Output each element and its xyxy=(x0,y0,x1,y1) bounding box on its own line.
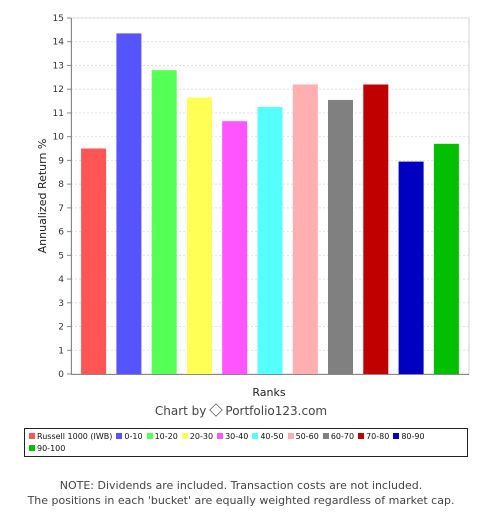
credit-brand: Portfolio123.com xyxy=(225,404,328,418)
legend-label: Russell 1000 (IWB) xyxy=(37,432,113,441)
y-tick-label: 6 xyxy=(58,228,64,238)
y-tick-label: 15 xyxy=(53,14,64,24)
x-axis-title: Ranks xyxy=(252,386,285,399)
y-tick-label: 1 xyxy=(58,346,64,356)
legend-item: 20-30 xyxy=(181,431,214,443)
y-tick-label: 2 xyxy=(58,323,64,333)
bar-50-60 xyxy=(292,84,318,374)
legend: Russell 1000 (IWB) 0-10 10-20 20-30 30-40 40-… xyxy=(24,428,468,457)
legend-item: 90-100 xyxy=(29,443,65,455)
bar-70-80 xyxy=(363,84,389,374)
y-tick-label: 3 xyxy=(58,299,64,309)
y-tick-label: 13 xyxy=(53,61,64,71)
y-tick-label: 5 xyxy=(58,251,64,261)
legend-label: 30-40 xyxy=(225,432,249,441)
legend-label: 70-80 xyxy=(366,432,390,441)
legend-swatch xyxy=(322,433,329,439)
y-tick-label: 0 xyxy=(58,370,64,380)
legend-item: 30-40 xyxy=(217,431,248,443)
bar-90-100 xyxy=(433,143,459,374)
legend-item: 80-90 xyxy=(393,431,425,443)
y-tick-label: 12 xyxy=(53,85,64,95)
bar-30-40 xyxy=(222,121,248,374)
legend-item: 40-50 xyxy=(252,431,284,443)
bar-10-20 xyxy=(151,70,177,374)
legend-swatch xyxy=(29,433,35,439)
legend-swatch xyxy=(393,433,400,439)
legend-item: 70-80 xyxy=(358,431,389,443)
bar-80-90 xyxy=(398,161,424,374)
legend-swatch xyxy=(287,433,294,439)
y-tick-label: 8 xyxy=(58,180,64,190)
y-tick-label: 9 xyxy=(58,156,64,166)
legend-label: 10-20 xyxy=(154,432,178,441)
bar-40-50 xyxy=(257,107,283,374)
footnote-line-2: The positions in each 'bucket' are equal… xyxy=(27,494,455,507)
legend-item: 50-60 xyxy=(287,431,319,443)
legend-label: 60-70 xyxy=(330,432,355,441)
legend-swatch xyxy=(358,433,365,439)
legend-swatch xyxy=(146,433,153,439)
bar-russell-1000-iwb xyxy=(81,148,107,374)
footnote: NOTE: Dividends are included. Transactio… xyxy=(0,478,482,508)
legend-label: 80-90 xyxy=(401,432,425,441)
legend-label: 40-50 xyxy=(260,432,284,441)
chart-credit: Chart by Portfolio123.com xyxy=(0,403,482,418)
y-axis-title: Annualized Return % xyxy=(36,139,49,254)
legend-label: 50-60 xyxy=(295,432,319,441)
bar-0-10 xyxy=(116,33,142,375)
y-tick-label: 7 xyxy=(58,204,64,214)
legend-swatch xyxy=(29,445,35,451)
legend-item: 0-10 xyxy=(116,431,143,443)
y-tick-label: 11 xyxy=(53,109,64,119)
legend-label: 0-10 xyxy=(124,432,143,441)
y-tick-label: 10 xyxy=(53,133,65,143)
legend-swatch xyxy=(252,433,259,439)
y-tick-label: 14 xyxy=(53,38,65,48)
legend-label: 20-30 xyxy=(189,432,214,441)
bar-60-70 xyxy=(328,99,353,375)
legend-swatch xyxy=(217,433,224,439)
y-tick-label: 4 xyxy=(58,275,64,285)
legend-item: Russell 1000 (IWB) xyxy=(29,431,112,443)
legend-swatch xyxy=(116,433,123,439)
bars xyxy=(81,33,459,375)
legend-item: 60-70 xyxy=(322,431,355,443)
legend-item: 10-20 xyxy=(146,431,178,443)
bar-20-30 xyxy=(187,97,212,374)
legend-label: 90-100 xyxy=(37,444,66,453)
credit-prefix: Chart by xyxy=(154,404,207,418)
footnote-line-1: NOTE: Dividends are included. Transactio… xyxy=(59,479,423,492)
cube-logo-icon xyxy=(209,403,224,417)
legend-swatch xyxy=(181,433,188,439)
